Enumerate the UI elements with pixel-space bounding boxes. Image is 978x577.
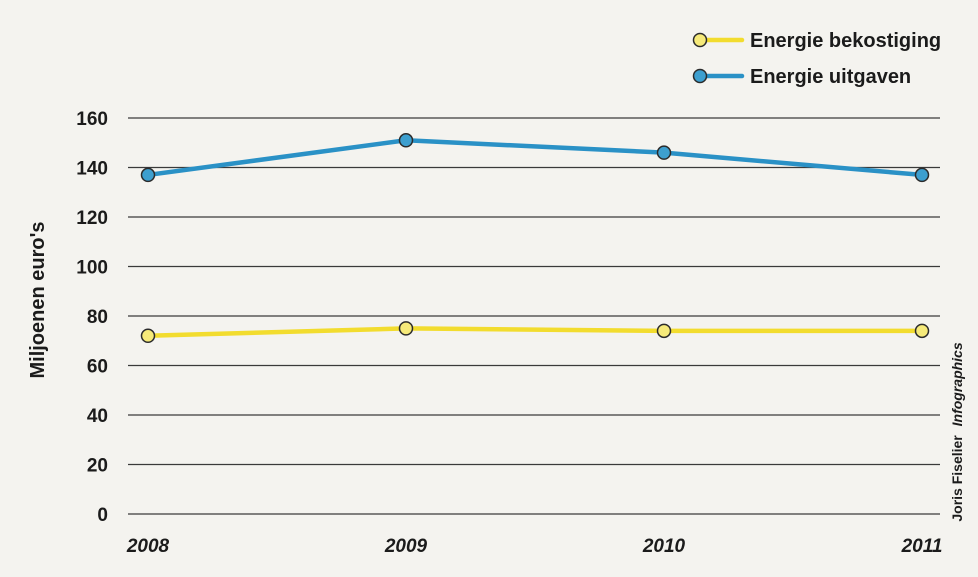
- y-tick-label: 120: [76, 208, 108, 229]
- series-line: [145, 138, 925, 178]
- series-0: [140, 321, 930, 344]
- y-tick-label: 160: [76, 109, 108, 130]
- legend-swatch-marker: [692, 32, 708, 48]
- data-point: [914, 167, 930, 183]
- grid-lines: [128, 117, 940, 515]
- legend-entry: Energie bekostiging: [692, 30, 941, 52]
- credit-author: Joris Fiselier: [949, 435, 965, 522]
- y-tick-label: 40: [87, 406, 108, 427]
- y-axis-title: Miljoenen euro's: [27, 221, 49, 378]
- series-lines: [140, 133, 930, 344]
- legend: Energie bekostiging Energie uitgaven: [692, 30, 941, 88]
- y-tick-label: 20: [87, 456, 108, 477]
- y-tick-label: 0: [97, 505, 108, 526]
- legend-entry: Energie uitgaven: [692, 66, 911, 88]
- credit-agency: Infographics: [949, 342, 965, 426]
- legend-label: Energie bekostiging: [750, 30, 941, 52]
- y-tick-label: 80: [87, 307, 108, 328]
- x-tick-label: 2008: [126, 536, 170, 557]
- legend-swatch-marker: [692, 68, 708, 84]
- data-point: [398, 133, 414, 148]
- x-axis-tick-labels: 2008 2009 2010 2011: [126, 536, 943, 557]
- x-tick-label: 2009: [384, 536, 428, 557]
- y-tick-label: 140: [76, 159, 108, 180]
- x-tick-label: 2011: [901, 536, 943, 557]
- y-tick-label: 60: [87, 357, 108, 378]
- data-point: [914, 323, 930, 339]
- x-tick-label: 2010: [642, 536, 686, 557]
- credit-text: Joris Fiselier Infographics: [949, 342, 965, 522]
- data-point: [140, 328, 156, 344]
- series-1: [140, 133, 930, 183]
- data-point: [656, 323, 672, 339]
- data-point: [656, 145, 672, 160]
- y-tick-label: 100: [76, 258, 108, 279]
- series-line: [145, 326, 925, 339]
- y-axis-tick-labels: 0 20 40 60 80 100 120 140 160: [76, 109, 108, 526]
- legend-label: Energie uitgaven: [750, 66, 911, 88]
- data-point: [398, 321, 414, 336]
- data-point: [140, 167, 156, 183]
